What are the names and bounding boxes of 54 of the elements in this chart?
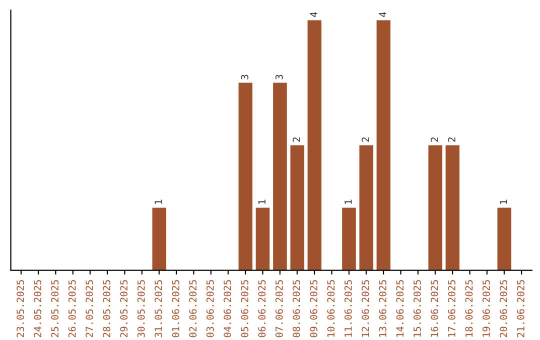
bar — [273, 82, 287, 270]
x-tick-label: 15.06.2025 — [414, 280, 421, 337]
x-tick-label: 09.06.2025 — [310, 280, 318, 338]
x-tick-label: 25.05.2025 — [51, 280, 59, 338]
x-tick-label: 07.06.2025 — [275, 280, 283, 338]
data-label: 1 — [344, 200, 352, 204]
x-tick-label: 23.05.2025 — [16, 280, 24, 338]
x-tick-label: 27.05.2025 — [86, 280, 94, 338]
data-label: 2 — [448, 137, 456, 142]
bar — [446, 145, 460, 270]
bar — [376, 20, 390, 270]
bar — [238, 82, 252, 270]
x-tick-label: 31.05.2025 — [154, 280, 162, 338]
x-tick-label: 20.06.2025 — [500, 280, 508, 338]
x-tick-label: 13.06.2025 — [379, 280, 386, 337]
data-label: 2 — [292, 137, 300, 142]
bar — [359, 145, 374, 270]
data-label: 1 — [258, 200, 266, 204]
bar — [152, 208, 166, 270]
x-tick-label: 12.06.2025 — [362, 280, 370, 337]
x-tick-label: 06.06.2025 — [258, 280, 266, 338]
data-label: 1 — [154, 200, 162, 204]
data-label: 4 — [310, 12, 318, 17]
bar — [497, 208, 512, 270]
x-tick-label: 30.05.2025 — [137, 280, 145, 338]
x-tick-label: 03.06.2025 — [206, 280, 214, 338]
x-tick-label: 05.06.2025 — [240, 280, 248, 338]
x-tick-label: 14.06.2025 — [396, 280, 404, 337]
bar — [428, 145, 442, 270]
x-tick-label: 29.05.2025 — [120, 280, 128, 338]
x-tick-label: 26.05.2025 — [68, 280, 76, 338]
x-tick-label: 21.06.2025 — [517, 280, 524, 338]
x-tick-label: 19.06.2025 — [482, 280, 490, 337]
bar — [256, 208, 270, 270]
x-tick-label: 10.06.2025 — [327, 280, 335, 337]
data-label: 4 — [379, 12, 386, 17]
x-tick-label: 01.06.2025 — [172, 280, 180, 338]
data-label: 2 — [430, 137, 438, 142]
data-label: 2 — [362, 137, 369, 142]
x-tick-label: 28.05.2025 — [102, 280, 110, 338]
x-tick-label: 18.06.2025 — [465, 280, 473, 337]
x-tick-label: 08.06.2025 — [292, 280, 300, 338]
x-tick-label: 02.06.2025 — [189, 280, 197, 338]
data-label: 1 — [500, 200, 507, 204]
x-tick-label: 11.06.2025 — [344, 280, 352, 337]
x-tick-label: 04.06.2025 — [224, 280, 232, 338]
data-label: 3 — [275, 74, 283, 80]
x-tick-label: 16.06.2025 — [430, 280, 438, 337]
bar — [290, 145, 304, 270]
x-tick-label: 17.06.2025 — [448, 280, 456, 337]
bar — [342, 208, 356, 270]
bar — [308, 20, 322, 270]
x-tick-label: 24.05.2025 — [34, 280, 42, 338]
data-label: 3 — [240, 74, 248, 80]
